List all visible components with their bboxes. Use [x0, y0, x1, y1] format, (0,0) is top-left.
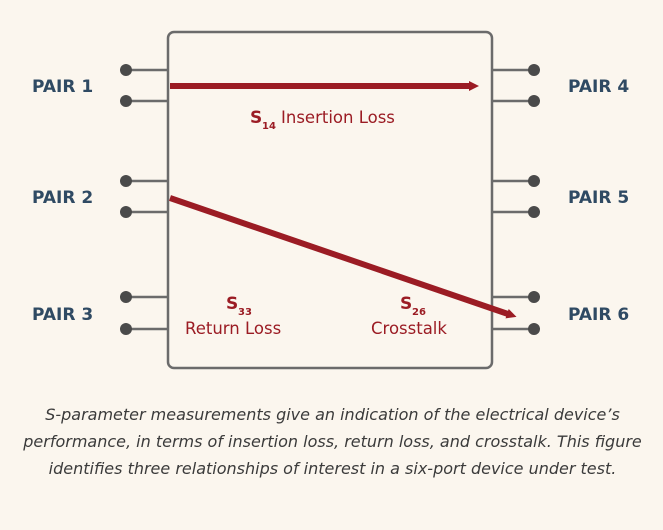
device-box [166, 30, 494, 370]
right-pins [492, 64, 540, 335]
pair-1-label: PAIR 1 [32, 77, 93, 97]
figure-caption: S-parameter measurements give an indicat… [23, 405, 642, 478]
six-port-diagram: PAIR 1 PAIR 2 PAIR 3 PAIR 4 PAIR 5 PAIR … [32, 30, 629, 370]
s26-subscript: 26 [412, 307, 426, 318]
s33-symbol: S [226, 294, 238, 314]
left-pins [120, 64, 168, 335]
s14-label: S 14 Insertion Loss [250, 108, 395, 132]
pair-4-label: PAIR 4 [568, 77, 629, 97]
crosstalk-arrow [169, 195, 517, 319]
s33-subscript: 33 [238, 307, 252, 318]
pair-2-label: PAIR 2 [32, 188, 93, 208]
pair-6-label: PAIR 6 [568, 305, 629, 325]
s14-symbol: S [250, 108, 262, 128]
s14-subscript: 14 [262, 121, 276, 132]
s33-label: S 33 Return Loss [185, 294, 281, 338]
pair-5-label: PAIR 5 [568, 188, 629, 208]
s26-label: S 26 Crosstalk [371, 294, 447, 338]
s26-symbol: S [400, 294, 412, 314]
s26-description: Crosstalk [371, 319, 447, 338]
pair-3-label: PAIR 3 [32, 305, 93, 325]
s14-description: Insertion Loss [281, 108, 395, 127]
s33-description: Return Loss [185, 319, 281, 338]
